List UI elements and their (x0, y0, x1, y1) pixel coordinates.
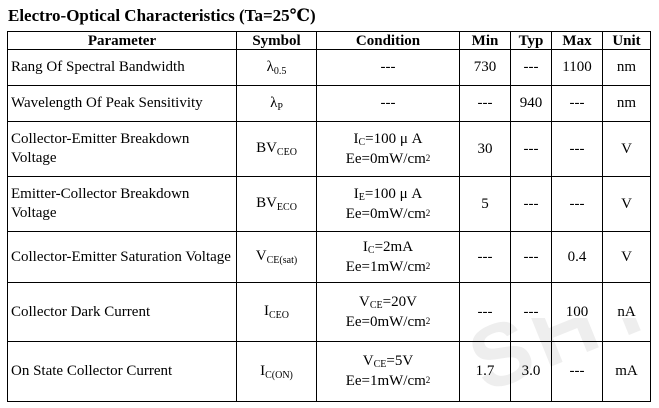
condition-cell: VCE=20V Ee=0mW/cm2 (316, 282, 460, 342)
symbol-main: BV (256, 195, 277, 211)
unit-cell: nm (602, 85, 651, 122)
symbol-cell: BVECO (236, 176, 317, 232)
condition-line-2: Ee=0mW/cm2 (345, 150, 431, 167)
symbol-sub: C(ON) (265, 369, 293, 381)
symbol-main: BV (256, 140, 277, 156)
condition-cell: --- (316, 85, 460, 122)
symbol-cell: λP (236, 85, 317, 122)
param-cell: Collector Dark Current (7, 282, 237, 342)
header-typ: Typ (510, 31, 552, 50)
symbol-main: λ (266, 58, 274, 75)
min-cell: --- (459, 231, 511, 283)
typ-cell: --- (510, 231, 552, 283)
table-row: Emitter-Collector Breakdown Voltage BVEC… (7, 176, 651, 232)
unit-cell: V (602, 121, 651, 177)
symbol-cell: IC(ON) (236, 341, 317, 402)
symbol-cell: BVCEO (236, 121, 317, 177)
param-cell: Collector-Emitter Saturation Voltage (7, 231, 237, 283)
typ-cell: 940 (510, 85, 552, 122)
condition-cell: VCE=5V Ee=1mW/cm2 (316, 341, 460, 402)
header-max: Max (551, 31, 603, 50)
max-cell: --- (551, 341, 603, 402)
typ-cell: --- (510, 49, 552, 86)
symbol-sub: 0.5 (273, 65, 287, 77)
max-cell: --- (551, 85, 603, 122)
unit-cell: V (602, 176, 651, 232)
max-cell: 1100 (551, 49, 603, 86)
max-cell: 0.4 (551, 231, 603, 283)
unit-cell: nm (602, 49, 651, 86)
symbol-cell: λ0.5 (236, 49, 317, 86)
table-row: Collector-Emitter Breakdown Voltage BVCE… (7, 121, 651, 177)
symbol-sub: CEO (269, 310, 289, 321)
symbol-main: I (260, 362, 266, 379)
condition-line-2: Ee=0mW/cm2 (345, 205, 431, 222)
max-cell: 100 (551, 282, 603, 342)
condition-line-1: IC=2mA (362, 238, 414, 256)
symbol-sub: CE(sat) (266, 255, 298, 266)
typ-cell: --- (510, 176, 552, 232)
min-cell: 1.7 (459, 341, 511, 402)
typ-cell: --- (510, 282, 552, 342)
symbol-sub: ECO (276, 202, 297, 213)
unit-cell: nA (602, 282, 651, 342)
param-cell: On State Collector Current (7, 341, 237, 402)
unit-cell: V (602, 231, 651, 283)
header-min: Min (459, 31, 511, 50)
condition-line-1: VCE=20V (359, 293, 417, 311)
header-unit: Unit (602, 31, 651, 50)
condition-line-2: Ee=1mW/cm2 (345, 258, 431, 275)
condition-cell: --- (316, 49, 460, 86)
condition-line-1: IC=100 μ A (353, 130, 423, 148)
symbol-main: λ (270, 94, 278, 111)
electro-optical-table: Parameter Symbol Condition Min Typ Max U… (7, 31, 651, 402)
table-row: Collector Dark Current ICEO VCE=20V Ee=0… (7, 282, 651, 342)
condition-cell: IE=100 μ A Ee=0mW/cm2 (316, 176, 460, 232)
table-title: Electro-Optical Characteristics (Ta=25℃) (8, 6, 316, 25)
table-row: On State Collector Current IC(ON) VCE=5V… (7, 341, 651, 402)
symbol-main: I (264, 303, 269, 319)
symbol-sub: P (277, 101, 283, 113)
param-cell: Wavelength Of Peak Sensitivity (7, 85, 237, 122)
min-cell: --- (459, 282, 511, 342)
header-symbol: Symbol (236, 31, 317, 50)
condition-line-1: VCE=5V (362, 353, 414, 370)
condition-line-1: IE=100 μ A (353, 185, 423, 203)
max-cell: --- (551, 176, 603, 232)
condition-line-2: Ee=0mW/cm2 (345, 313, 431, 330)
header-row: Parameter Symbol Condition Min Typ Max U… (7, 31, 651, 50)
min-cell: 730 (459, 49, 511, 86)
typ-cell: 3.0 (510, 341, 552, 402)
condition-cell: IC=2mA Ee=1mW/cm2 (316, 231, 460, 283)
param-cell: Emitter-Collector Breakdown Voltage (7, 176, 237, 232)
condition-cell: IC=100 μ A Ee=0mW/cm2 (316, 121, 460, 177)
min-cell: 5 (459, 176, 511, 232)
typ-cell: --- (510, 121, 552, 177)
min-cell: --- (459, 85, 511, 122)
max-cell: --- (551, 121, 603, 177)
header-parameter: Parameter (7, 31, 237, 50)
header-condition: Condition (316, 31, 460, 50)
min-cell: 30 (459, 121, 511, 177)
symbol-sub: CEO (276, 147, 297, 158)
table-row: Rang Of Spectral Bandwidth λ0.5 --- 730 … (7, 49, 651, 86)
param-cell: Rang Of Spectral Bandwidth (7, 49, 237, 86)
unit-cell: mA (602, 341, 651, 402)
symbol-cell: VCE(sat) (236, 231, 317, 283)
table-row: Collector-Emitter Saturation Voltage VCE… (7, 231, 651, 283)
condition-line-2: Ee=1mW/cm2 (345, 373, 431, 389)
symbol-main: V (255, 248, 267, 264)
param-cell: Collector-Emitter Breakdown Voltage (7, 121, 237, 177)
table-row: Wavelength Of Peak Sensitivity λP --- --… (7, 85, 651, 122)
symbol-cell: ICEO (236, 282, 317, 342)
